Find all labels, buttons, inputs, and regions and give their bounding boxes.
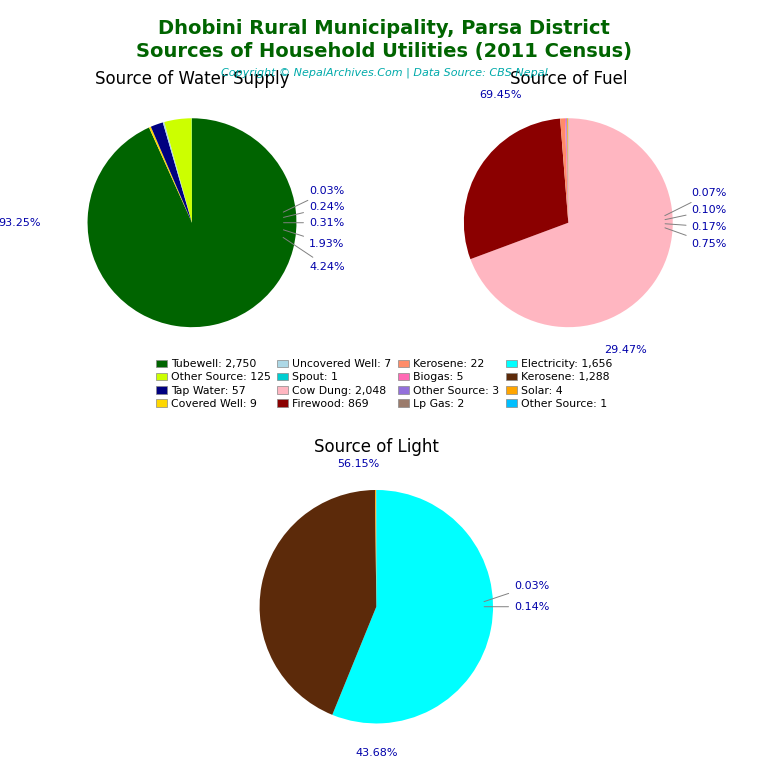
Wedge shape	[566, 118, 568, 223]
Text: 69.45%: 69.45%	[479, 91, 521, 101]
Wedge shape	[149, 127, 192, 223]
Text: 0.07%: 0.07%	[665, 188, 727, 216]
Text: 56.15%: 56.15%	[338, 459, 380, 469]
Text: Sources of Household Utilities (2011 Census): Sources of Household Utilities (2011 Cen…	[136, 42, 632, 61]
Wedge shape	[565, 118, 568, 223]
Wedge shape	[560, 118, 568, 223]
Wedge shape	[88, 118, 296, 327]
Text: 0.03%: 0.03%	[283, 187, 344, 212]
Text: Dhobini Rural Municipality, Parsa District: Dhobini Rural Municipality, Parsa Distri…	[158, 19, 610, 38]
Wedge shape	[151, 122, 192, 223]
Title: Source of Fuel: Source of Fuel	[510, 70, 627, 88]
Wedge shape	[260, 490, 376, 715]
Wedge shape	[375, 490, 376, 607]
Legend: Tubewell: 2,750, Other Source: 125, Tap Water: 57, Covered Well: 9, Uncovered We: Tubewell: 2,750, Other Source: 125, Tap …	[151, 355, 617, 413]
Text: 0.10%: 0.10%	[665, 205, 727, 220]
Text: 4.24%: 4.24%	[283, 237, 345, 272]
Wedge shape	[163, 122, 192, 223]
Title: Source of Water Supply: Source of Water Supply	[94, 70, 290, 88]
Text: 43.68%: 43.68%	[355, 747, 398, 758]
Text: 29.47%: 29.47%	[604, 345, 647, 355]
Text: 0.14%: 0.14%	[484, 601, 549, 612]
Text: 0.24%: 0.24%	[283, 202, 345, 217]
Text: 0.75%: 0.75%	[665, 228, 727, 249]
Text: 0.03%: 0.03%	[484, 581, 549, 601]
Wedge shape	[464, 118, 568, 259]
Wedge shape	[471, 118, 673, 327]
Wedge shape	[333, 490, 493, 723]
Title: Source of Light: Source of Light	[314, 439, 439, 456]
Text: Copyright © NepalArchives.Com | Data Source: CBS Nepal: Copyright © NepalArchives.Com | Data Sou…	[220, 68, 548, 78]
Wedge shape	[164, 118, 192, 223]
Text: 0.31%: 0.31%	[283, 217, 344, 228]
Text: 1.93%: 1.93%	[283, 230, 344, 249]
Text: 93.25%: 93.25%	[0, 217, 41, 228]
Wedge shape	[567, 118, 568, 223]
Text: 0.17%: 0.17%	[665, 222, 727, 232]
